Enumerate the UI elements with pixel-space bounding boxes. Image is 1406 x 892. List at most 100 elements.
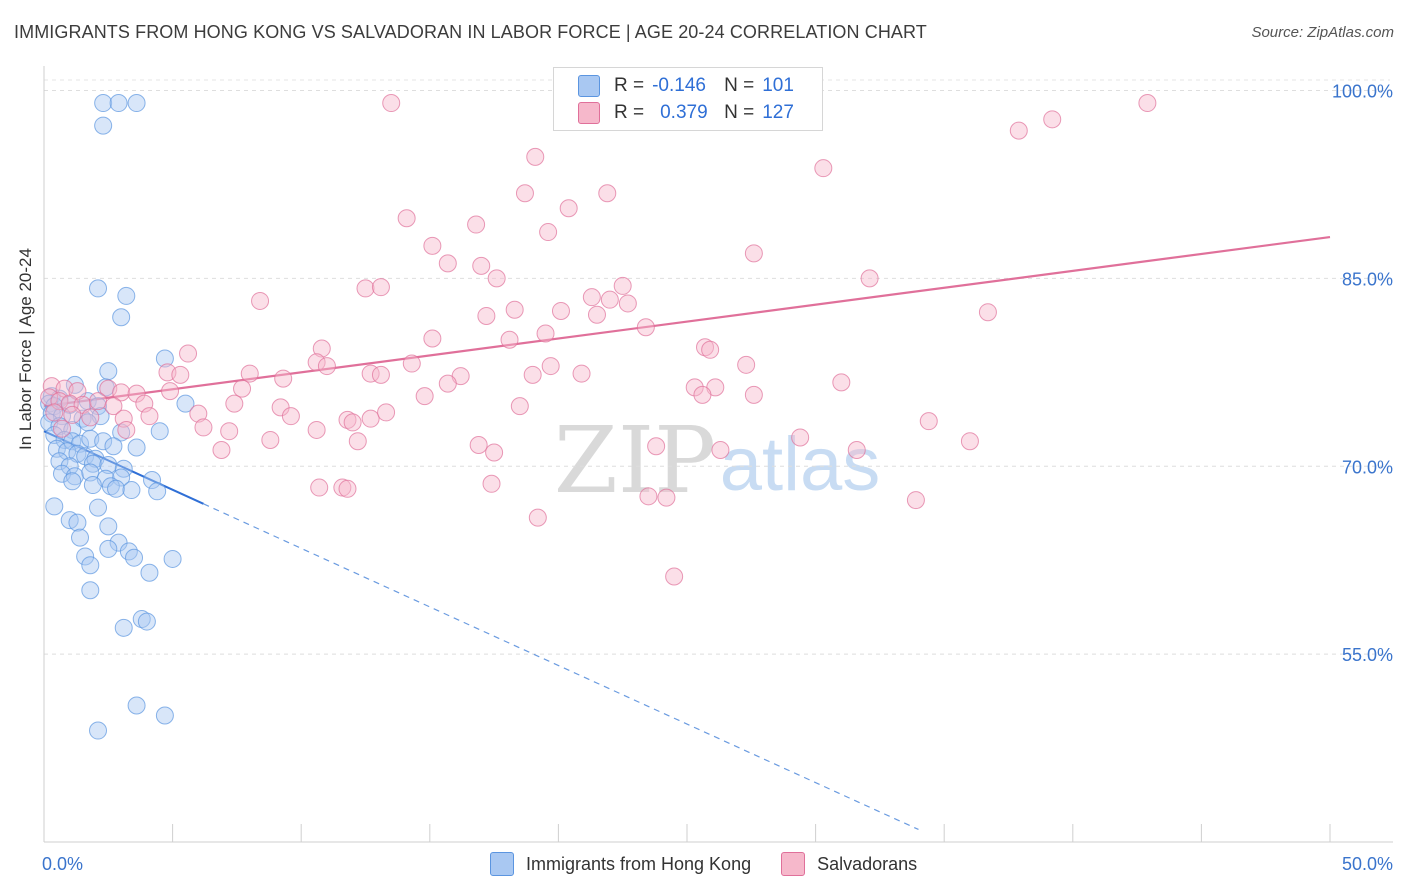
tick-labels: 55.0% 70.0% 85.0% 100.0% 0.0% 50.0% [42, 82, 1393, 874]
data-point-salvadoran [665, 567, 684, 586]
data-point-salvadoran [356, 279, 375, 298]
data-point-hongkong [76, 547, 95, 566]
data-point-salvadoran [348, 432, 367, 451]
data-point-salvadoran [960, 432, 979, 451]
data-point-salvadoran [657, 488, 676, 507]
data-point-salvadoran [693, 385, 712, 404]
data-point-salvadoran [377, 403, 396, 422]
data-point-salvadoran [485, 443, 504, 462]
data-point-hongkong [117, 286, 136, 305]
legend-label-hongkong: Immigrants from Hong Kong [526, 853, 752, 874]
chart-title: IMMIGRANTS FROM HONG KONG VS SALVADORAN … [14, 22, 927, 42]
data-point-salvadoran [791, 428, 810, 447]
data-point-salvadoran [539, 223, 558, 242]
data-point-salvadoran [233, 379, 252, 398]
data-point-salvadoran [467, 215, 486, 234]
data-point-hongkong [89, 721, 108, 740]
data-point-salvadoran [487, 269, 506, 288]
data-point-hongkong [104, 437, 123, 456]
data-point-salvadoran [114, 409, 133, 428]
data-point-hongkong [132, 610, 151, 629]
legend-r-value: -0.146 [652, 75, 706, 96]
data-point-hongkong [58, 442, 77, 461]
data-point-salvadoran [382, 94, 401, 113]
data-points [40, 94, 1157, 740]
data-point-salvadoran [312, 339, 331, 358]
series-legend: Immigrants from Hong Kong Salvadorans [490, 852, 947, 876]
data-point-salvadoran [559, 199, 578, 218]
data-point-hongkong [127, 94, 146, 113]
data-point-salvadoran [179, 344, 198, 363]
data-point-hongkong [125, 548, 144, 567]
data-point-salvadoran [50, 392, 69, 411]
data-point-hongkong [163, 549, 182, 568]
data-point-hongkong [99, 539, 118, 558]
data-point-salvadoran [63, 405, 82, 424]
data-point-salvadoran [600, 290, 619, 309]
data-point-salvadoran [317, 357, 336, 376]
data-point-hongkong [127, 696, 146, 715]
data-point-hongkong [99, 456, 118, 475]
data-point-hongkong [150, 422, 169, 441]
data-point-hongkong [143, 471, 162, 490]
data-point-salvadoran [814, 159, 833, 178]
data-point-hongkong [81, 556, 100, 575]
data-point-salvadoran [240, 364, 259, 383]
legend-n-label: N = [724, 75, 755, 96]
data-point-salvadoran [397, 209, 416, 228]
data-point-salvadoran [1009, 121, 1028, 140]
data-point-salvadoran [847, 440, 866, 459]
data-point-hongkong [94, 432, 113, 451]
data-point-salvadoran [371, 278, 390, 297]
data-point-salvadoran [572, 364, 591, 383]
data-point-salvadoran [220, 422, 239, 441]
data-point-salvadoran [140, 407, 159, 426]
data-point-salvadoran [919, 412, 938, 431]
legend-label-salvadorans: Salvadorans [817, 853, 918, 874]
data-point-salvadoran [744, 244, 763, 263]
data-point-salvadoran [613, 276, 632, 295]
legend-n-label: N = [724, 102, 755, 123]
legend-swatch-salvadorans [781, 852, 806, 876]
legend-swatch-hongkong [490, 852, 514, 876]
data-point-hongkong [94, 94, 113, 113]
data-point-salvadoran [906, 491, 925, 510]
data-point-salvadoran [343, 413, 362, 432]
data-point-salvadoran [696, 338, 715, 357]
data-point-salvadoran [1138, 94, 1157, 113]
y-tick-label: 70.0% [1342, 457, 1393, 477]
data-point-hongkong [45, 397, 64, 416]
data-point-salvadoran [194, 418, 213, 437]
legend-n-value: 101 [762, 75, 794, 96]
legend-row-hongkong: R = -0.146 N = 101 [578, 74, 794, 98]
x-tick-label: 50.0% [1342, 854, 1393, 874]
data-point-salvadoran [60, 394, 79, 413]
data-point-salvadoran [338, 410, 357, 429]
data-point-salvadoran [171, 365, 190, 384]
data-point-salvadoran [587, 305, 606, 324]
data-point-salvadoran [582, 288, 601, 307]
data-point-salvadoran [536, 324, 555, 343]
data-point-hongkong [99, 517, 118, 536]
data-point-salvadoran [832, 373, 851, 392]
data-point-salvadoran [526, 147, 545, 166]
data-point-salvadoran [551, 301, 570, 320]
data-point-salvadoran [53, 419, 72, 438]
data-point-salvadoran [541, 357, 560, 376]
data-point-salvadoran [45, 403, 64, 422]
data-point-hongkong [89, 498, 108, 517]
data-point-salvadoran [361, 409, 380, 428]
correlation-legend: R = -0.146 N = 101 R = 0.379 N = 127 [553, 67, 823, 131]
data-point-salvadoran [371, 365, 390, 384]
data-point-hongkong [148, 482, 167, 501]
x-tick-label: 0.0% [42, 854, 83, 874]
data-point-salvadoran [523, 365, 542, 384]
data-point-salvadoran [127, 384, 146, 403]
data-point-salvadoran [618, 294, 637, 313]
axes [43, 66, 1393, 843]
y-tick-label: 100.0% [1332, 82, 1393, 102]
data-point-salvadoran [438, 374, 457, 393]
data-point-hongkong [112, 423, 131, 442]
data-point-salvadoran [338, 479, 357, 498]
data-point-hongkong [114, 618, 133, 637]
